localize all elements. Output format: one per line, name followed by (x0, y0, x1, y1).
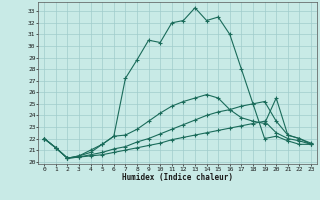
X-axis label: Humidex (Indice chaleur): Humidex (Indice chaleur) (122, 173, 233, 182)
